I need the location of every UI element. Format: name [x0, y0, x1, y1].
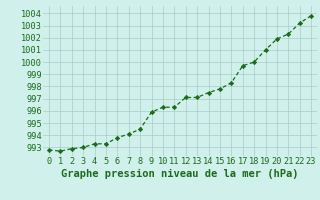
X-axis label: Graphe pression niveau de la mer (hPa): Graphe pression niveau de la mer (hPa): [61, 169, 299, 179]
